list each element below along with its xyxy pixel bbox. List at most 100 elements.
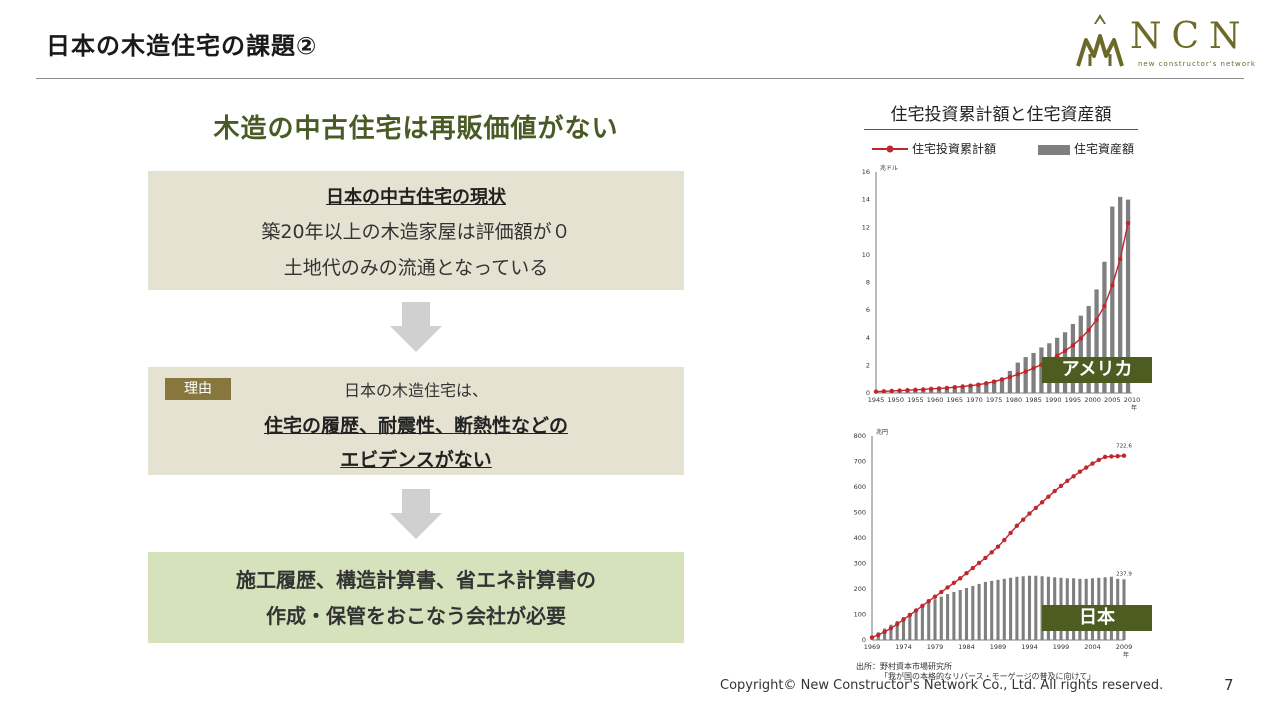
line-point	[1052, 488, 1057, 494]
y-tick-label: 500	[854, 509, 866, 517]
x-tick-label: 2000	[1084, 396, 1101, 404]
bar	[952, 592, 956, 640]
line-point	[1002, 537, 1007, 543]
line-point	[1078, 336, 1083, 341]
line-point	[926, 599, 931, 604]
legend-line-label: 住宅投資累計額	[912, 142, 997, 156]
line-point	[1031, 365, 1036, 371]
line-point	[881, 389, 887, 394]
bar	[984, 381, 989, 393]
x-axis-label: 年	[1123, 651, 1129, 659]
bar	[958, 590, 962, 640]
line-point	[1039, 500, 1045, 505]
line-point	[873, 389, 879, 394]
legend-bar-marker-icon	[1038, 145, 1070, 155]
box1-title: 日本の中古住宅の現状	[326, 187, 506, 208]
line-point	[964, 570, 969, 576]
down-arrow-icon	[390, 302, 442, 352]
x-tick-label: 1970	[966, 396, 983, 404]
x-tick-label: 1985	[1025, 396, 1042, 404]
reason-badge: 理由	[165, 378, 231, 400]
box2-line3: エビデンスがない	[340, 449, 492, 471]
line-point	[1117, 256, 1123, 262]
line-point	[999, 377, 1005, 382]
legend-bar-label: 住宅資産額	[1074, 142, 1135, 156]
line-point	[1109, 454, 1114, 459]
source-line1: 出所：野村資本市場研究所	[856, 662, 952, 671]
bar	[895, 620, 899, 640]
bar	[968, 384, 973, 393]
bar	[1118, 196, 1123, 393]
line-point	[913, 608, 919, 613]
box2-line1: 日本の木造住宅は、	[343, 381, 488, 400]
line-point	[1023, 369, 1028, 374]
y-unit-label: 兆ドル	[880, 164, 898, 172]
line-point	[905, 388, 910, 393]
y-tick-label: 0	[862, 636, 866, 644]
bar	[976, 383, 981, 393]
bar	[1009, 577, 1013, 640]
line-point	[991, 379, 997, 384]
line-point	[995, 544, 1001, 549]
line-point	[888, 626, 894, 631]
line-point	[1102, 454, 1108, 460]
line-point	[951, 580, 957, 586]
line-point	[921, 387, 926, 392]
line-point	[928, 386, 934, 392]
line-point	[1015, 372, 1020, 377]
x-tick-label: 1995	[1065, 396, 1082, 404]
line-point	[907, 612, 912, 618]
conclusion-box: 施工履歴、構造計算書、省エネ計算書の 作成・保管をおこなう会社が必要	[148, 552, 684, 643]
y-tick-label: 14	[862, 196, 870, 204]
y-tick-label: 8	[866, 279, 870, 287]
y-tick-label: 800	[854, 432, 866, 440]
bar	[944, 387, 950, 393]
line-point	[976, 382, 981, 387]
bar	[914, 609, 918, 640]
down-arrow-icon	[390, 489, 442, 539]
bar	[1110, 206, 1115, 393]
line-point	[983, 555, 988, 561]
bar	[1015, 362, 1020, 393]
bar	[939, 596, 943, 640]
bar	[927, 601, 931, 640]
x-tick-label: 1989	[990, 643, 1007, 651]
copyright-text: Copyright© New Constructor's Network Co.…	[720, 678, 1164, 693]
reason-box: 理由 日本の木造住宅は、 住宅の履歴、耐震性、断熱性などの エビデンスがない	[148, 367, 684, 475]
x-tick-label: 1980	[1006, 396, 1023, 404]
bar	[1094, 289, 1099, 393]
box1-line2: 土地代のみの流通となっている	[283, 257, 549, 279]
x-tick-label: 1960	[927, 396, 944, 404]
bar	[1102, 261, 1107, 393]
line-point	[989, 550, 994, 555]
line-point	[960, 384, 965, 389]
bar	[977, 583, 981, 640]
x-tick-label: 1969	[864, 643, 881, 651]
bar	[1015, 576, 1019, 640]
line-point	[1062, 348, 1068, 354]
line-point	[984, 381, 989, 386]
x-tick-label: 2010	[1124, 396, 1141, 404]
line-point	[897, 388, 902, 393]
x-tick-label: 1999	[1053, 643, 1070, 651]
us-region-tag: アメリカ	[1042, 357, 1152, 383]
line-point	[1008, 530, 1013, 536]
line-point	[1007, 374, 1013, 380]
bar	[971, 585, 975, 640]
line-point	[1096, 457, 1101, 463]
bar	[960, 386, 965, 393]
x-tick-label: 1950	[887, 396, 904, 404]
line-point	[970, 565, 975, 571]
x-tick-label: 1965	[946, 396, 963, 404]
bar	[1125, 199, 1131, 393]
current-status-box: 日本の中古住宅の現状 築20年以上の木造家屋は評価額が０ 土地代のみの流通となっ…	[148, 171, 684, 290]
bar	[990, 580, 994, 640]
bar	[1031, 352, 1036, 393]
x-tick-label: 1945	[868, 396, 885, 404]
bar	[920, 605, 924, 640]
line-point	[1125, 220, 1131, 226]
bar	[883, 628, 887, 640]
y-tick-label: 400	[854, 534, 866, 542]
bar	[1007, 370, 1013, 393]
legend-line-marker-icon	[872, 145, 908, 153]
